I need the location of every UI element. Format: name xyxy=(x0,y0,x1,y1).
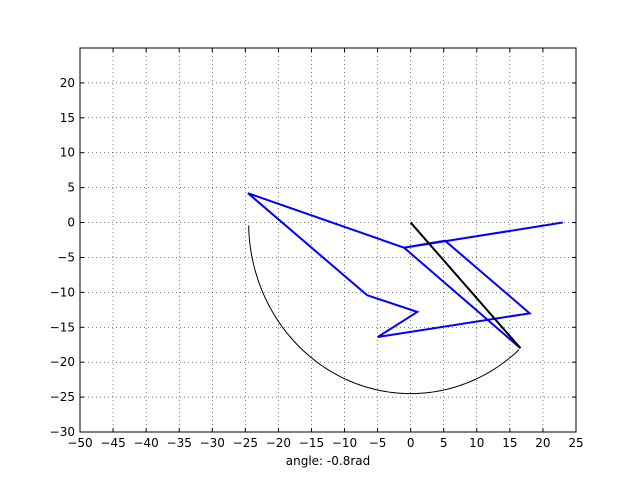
x-tick-label: −5 xyxy=(369,436,387,450)
arc-line xyxy=(248,225,520,395)
x-tick-label: −50 xyxy=(67,436,92,450)
x-tick-label: 25 xyxy=(568,436,583,450)
x-tick-label: −25 xyxy=(233,436,258,450)
y-tick-label: 15 xyxy=(60,111,75,125)
x-tick-label: 0 xyxy=(407,436,415,450)
y-tick-label: 0 xyxy=(67,216,75,230)
plot-frame xyxy=(79,47,577,433)
x-tick-label: −10 xyxy=(332,436,357,450)
y-tick-label: −20 xyxy=(50,355,75,369)
x-tick-label: −40 xyxy=(133,436,158,450)
y-tick-label: 10 xyxy=(60,146,75,160)
data-layer xyxy=(247,192,563,395)
blue-series-line xyxy=(247,192,563,349)
x-tick-label: −45 xyxy=(100,436,125,450)
black-series-line xyxy=(409,221,522,349)
tick-layer: −50 −45 −40 −35 −30 −25 −20 −15 −10 −5 0 5 10 15 20 25−… xyxy=(50,48,584,450)
y-tick-label: −30 xyxy=(50,425,75,439)
x-tick-label: 20 xyxy=(535,436,550,450)
x-tick-label: −30 xyxy=(200,436,225,450)
x-tick-label: 15 xyxy=(502,436,517,450)
x-axis-label: angle: -0.8rad xyxy=(286,454,370,468)
x-tick-label: 5 xyxy=(440,436,448,450)
y-tick-label: −10 xyxy=(50,285,75,299)
x-tick-label: −35 xyxy=(167,436,192,450)
y-tick-label: 20 xyxy=(60,76,75,90)
y-tick-label: −5 xyxy=(57,250,75,264)
x-tick-label: 10 xyxy=(469,436,484,450)
x-tick-label: −20 xyxy=(266,436,291,450)
x-tick-label: −15 xyxy=(299,436,324,450)
y-tick-label: −15 xyxy=(50,320,75,334)
y-tick-label: −25 xyxy=(50,390,75,404)
grid-layer xyxy=(79,48,577,433)
y-tick-label: 5 xyxy=(67,181,75,195)
